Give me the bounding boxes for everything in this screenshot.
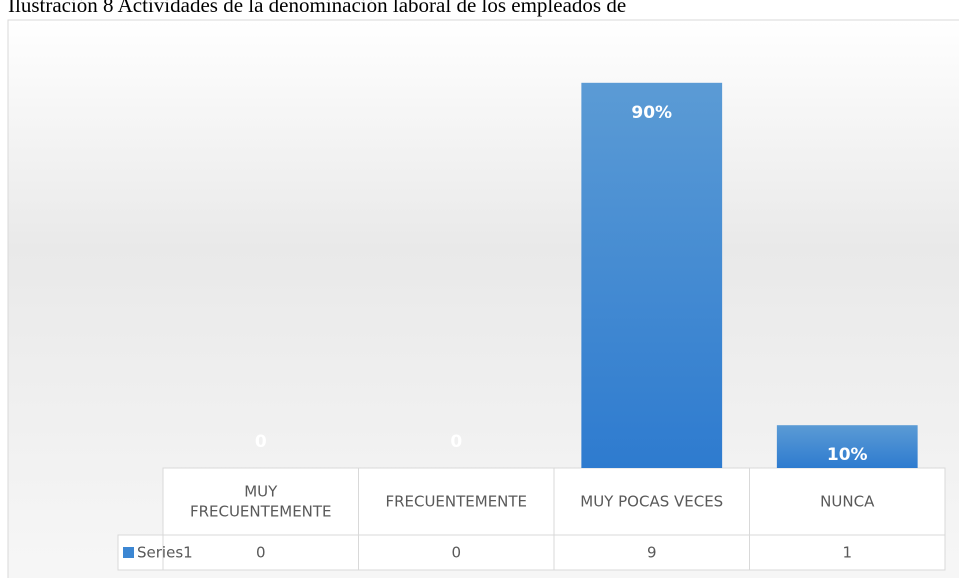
data-table-row <box>117 534 946 571</box>
data-label: 90% <box>631 103 672 123</box>
data-label: 10% <box>827 445 868 465</box>
data-label: 0 <box>255 432 267 452</box>
bar <box>581 82 723 469</box>
legend-key <box>123 547 134 558</box>
data-label: 0 <box>450 432 462 452</box>
table-value: 0 <box>256 544 266 562</box>
x-tick-label: MUY FRECUENTEMENTE <box>190 482 332 520</box>
x-tick-label: FRECUENTEMENTE <box>385 492 527 510</box>
bar <box>776 425 918 468</box>
x-tick-label: MUY POCAS VECES <box>580 492 723 510</box>
table-value: 1 <box>842 544 852 562</box>
table-value: 0 <box>451 544 461 562</box>
table-value: 9 <box>647 544 657 562</box>
legend-label: Series1 <box>137 544 193 562</box>
x-tick-label: NUNCA <box>820 492 875 510</box>
chart-title: Ilustración 8 Actividades de la denomina… <box>8 0 626 17</box>
